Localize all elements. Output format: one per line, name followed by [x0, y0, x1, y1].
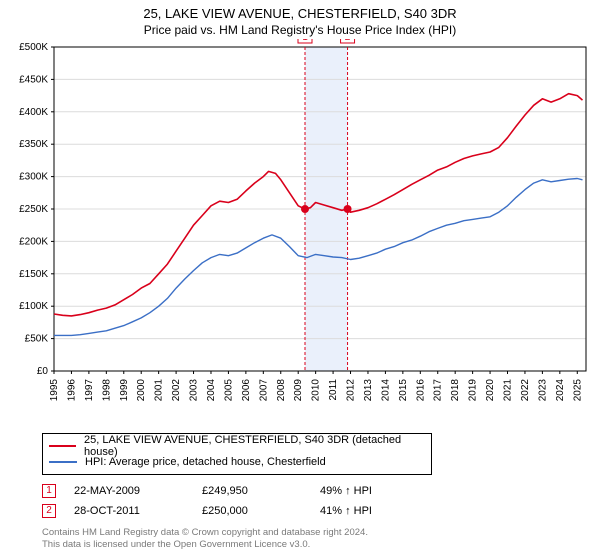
legend-row: 25, LAKE VIEW AVENUE, CHESTERFIELD, S40 … [49, 438, 425, 454]
footer-line: Contains HM Land Registry data © Crown c… [42, 527, 592, 539]
svg-text:2022: 2022 [520, 379, 531, 402]
svg-text:1996: 1996 [66, 379, 77, 402]
svg-text:2003: 2003 [189, 379, 200, 402]
transaction-price: £250,000 [202, 505, 302, 517]
legend-swatch [49, 461, 77, 463]
svg-text:2: 2 [345, 39, 351, 43]
svg-text:2019: 2019 [468, 379, 479, 402]
svg-text:£150K: £150K [19, 269, 48, 280]
svg-text:£50K: £50K [25, 334, 49, 345]
transaction-row: 2 28-OCT-2011 £250,000 41% ↑ HPI [42, 501, 592, 521]
svg-text:£300K: £300K [19, 172, 48, 183]
svg-text:2017: 2017 [433, 379, 444, 402]
svg-text:2023: 2023 [537, 379, 548, 402]
price-chart: £0 £50K £100K £150K £200K £250K £300K £350K £400… [8, 39, 592, 427]
legend-label: 25, LAKE VIEW AVENUE, CHESTERFIELD, S40 … [84, 434, 425, 458]
svg-text:2014: 2014 [380, 379, 391, 402]
svg-text:2007: 2007 [258, 379, 269, 402]
svg-text:2018: 2018 [450, 379, 461, 402]
svg-text:2008: 2008 [276, 379, 287, 402]
transaction-date: 28-OCT-2011 [74, 505, 184, 517]
svg-text:1: 1 [302, 39, 308, 43]
footer-line: This data is licensed under the Open Gov… [42, 539, 592, 551]
svg-text:2006: 2006 [241, 379, 252, 402]
svg-text:2024: 2024 [555, 379, 566, 402]
legend-label: HPI: Average price, detached house, Ches… [85, 456, 326, 468]
transaction-row: 1 22-MAY-2009 £249,950 49% ↑ HPI [42, 481, 592, 501]
page-subtitle: Price paid vs. HM Land Registry's House … [8, 23, 592, 37]
transaction-list: 1 22-MAY-2009 £249,950 49% ↑ HPI 2 28-OCT-201… [42, 481, 592, 521]
page-title: 25, LAKE VIEW AVENUE, CHESTERFIELD, S40 … [8, 6, 592, 21]
transaction-price: £249,950 [202, 485, 302, 497]
svg-text:£350K: £350K [19, 139, 48, 150]
svg-text:2009: 2009 [293, 379, 304, 402]
footer-note: Contains HM Land Registry data © Crown c… [42, 527, 592, 552]
svg-text:£250K: £250K [19, 204, 48, 215]
transaction-hpi: 41% ↑ HPI [320, 505, 410, 517]
svg-text:£450K: £450K [19, 74, 48, 85]
svg-text:2015: 2015 [398, 379, 409, 402]
title-block: 25, LAKE VIEW AVENUE, CHESTERFIELD, S40 … [8, 6, 592, 37]
svg-text:2010: 2010 [311, 379, 322, 402]
svg-text:2021: 2021 [503, 379, 514, 402]
svg-text:£200K: £200K [19, 236, 48, 247]
svg-text:2012: 2012 [346, 379, 357, 402]
svg-text:2005: 2005 [223, 379, 234, 402]
svg-text:£400K: £400K [19, 107, 48, 118]
transaction-badge: 1 [42, 484, 56, 498]
transaction-badge: 2 [42, 504, 56, 518]
svg-text:2025: 2025 [572, 379, 583, 402]
svg-text:£100K: £100K [19, 301, 48, 312]
svg-text:£500K: £500K [19, 42, 48, 53]
svg-text:2011: 2011 [328, 379, 339, 401]
legend-swatch [49, 445, 76, 447]
svg-text:1999: 1999 [119, 379, 130, 402]
transaction-date: 22-MAY-2009 [74, 485, 184, 497]
svg-text:£0: £0 [37, 366, 49, 377]
svg-text:2013: 2013 [363, 379, 374, 402]
svg-text:1995: 1995 [49, 379, 60, 402]
svg-text:2020: 2020 [485, 379, 496, 402]
svg-text:2000: 2000 [136, 379, 147, 402]
svg-text:2016: 2016 [415, 379, 426, 402]
svg-text:1997: 1997 [84, 379, 95, 402]
svg-text:2002: 2002 [171, 379, 182, 402]
svg-text:1998: 1998 [101, 379, 112, 402]
legend: 25, LAKE VIEW AVENUE, CHESTERFIELD, S40 … [42, 433, 432, 475]
svg-text:2001: 2001 [154, 379, 165, 402]
transaction-hpi: 49% ↑ HPI [320, 485, 410, 497]
svg-text:2004: 2004 [206, 379, 217, 402]
